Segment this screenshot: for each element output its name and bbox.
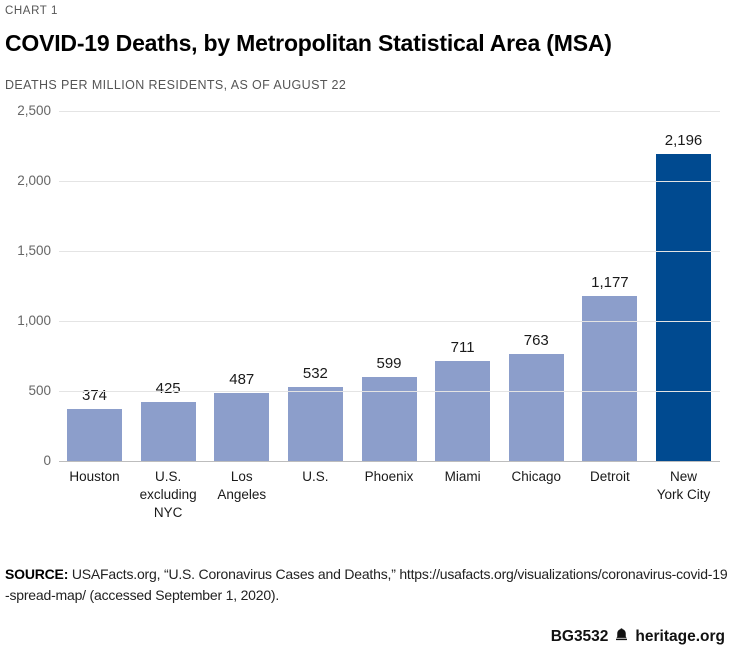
bar-new-york-city xyxy=(656,153,711,461)
gridline xyxy=(59,251,720,252)
x-axis-line xyxy=(59,461,720,462)
bar-value-label: 599 xyxy=(376,355,402,373)
footer: BG3532 heritage.org xyxy=(551,627,725,647)
y-tick-label: 0 xyxy=(43,453,51,468)
bar-phoenix xyxy=(361,377,417,461)
bar-slot: 2,196 xyxy=(656,132,711,461)
x-tick-label: Los Angeles xyxy=(217,469,267,502)
y-tick-label: 1,000 xyxy=(17,313,51,328)
bar-slot: 763 xyxy=(508,332,564,461)
y-tick-label: 2,000 xyxy=(17,173,51,188)
y-tick-label: 1,500 xyxy=(17,243,51,258)
chart-kicker: CHART 1 xyxy=(5,5,58,17)
bar-chicago xyxy=(508,354,564,461)
bar-value-label: 2,196 xyxy=(664,131,703,149)
source-text: USAFacts.org, “U.S. Coronavirus Cases an… xyxy=(5,566,728,603)
gridline xyxy=(59,321,720,322)
bar-value-label: 374 xyxy=(81,386,108,404)
gridline xyxy=(59,391,720,392)
source-label: SOURCE: xyxy=(5,566,69,582)
bar-slot: 374 xyxy=(67,387,122,461)
bar-slot: 532 xyxy=(287,365,343,461)
bar-slot: 711 xyxy=(435,339,491,461)
bar-value-label: 425 xyxy=(155,379,181,397)
x-tick-label: Houston xyxy=(69,469,120,484)
x-tick-label: U.S. xyxy=(302,469,329,484)
bars-row: 374 425 487 532 599 711 763 1,177 2,196 xyxy=(59,111,711,461)
x-tick-label: Chicago xyxy=(511,469,562,484)
y-tick-label: 500 xyxy=(28,383,51,398)
source-note: SOURCE: USAFacts.org, “U.S. Coronavirus … xyxy=(5,564,728,606)
bar-slot: 1,177 xyxy=(582,274,638,461)
plot-area: 374 425 487 532 599 711 763 1,177 2,196 2,500 2,0… xyxy=(5,103,728,468)
x-tick-label: Phoenix xyxy=(364,469,414,484)
x-tick-label: Miami xyxy=(444,469,481,484)
bar-slot: 599 xyxy=(361,355,417,461)
bar-u-s- xyxy=(287,386,343,461)
bar-slot: 487 xyxy=(214,371,270,461)
bar-los-angeles xyxy=(214,392,270,461)
bar-detroit xyxy=(582,296,638,461)
gridline xyxy=(59,111,720,112)
bar-chart: 374 425 487 532 599 711 763 1,177 2,196 2,500 2,0… xyxy=(5,103,728,520)
gridline xyxy=(59,181,720,182)
bar-miami xyxy=(435,361,491,461)
y-tick-label: 2,500 xyxy=(17,103,51,118)
x-tick-label: Detroit xyxy=(589,469,630,484)
chart-subtitle: DEATHS PER MILLION RESIDENTS, AS OF AUGU… xyxy=(5,78,347,92)
bar-value-label: 532 xyxy=(302,364,328,382)
x-tick-label: New York City xyxy=(656,469,711,502)
bar-u-s-excluding-nyc xyxy=(140,401,196,461)
bar-value-label: 711 xyxy=(450,339,475,357)
report-id: BG3532 xyxy=(550,628,609,645)
x-tick-label: U.S. excluding NYC xyxy=(139,469,197,520)
bar-houston xyxy=(67,408,122,461)
liberty-bell-icon xyxy=(614,627,629,647)
bar-value-label: 763 xyxy=(523,332,549,350)
chart-title: COVID-19 Deaths, by Metropolitan Statist… xyxy=(5,30,612,56)
bar-value-label: 1,177 xyxy=(591,274,629,292)
bar-value-label: 487 xyxy=(229,370,255,388)
bar-slot: 425 xyxy=(140,380,196,461)
site-name: heritage.org xyxy=(635,628,725,645)
